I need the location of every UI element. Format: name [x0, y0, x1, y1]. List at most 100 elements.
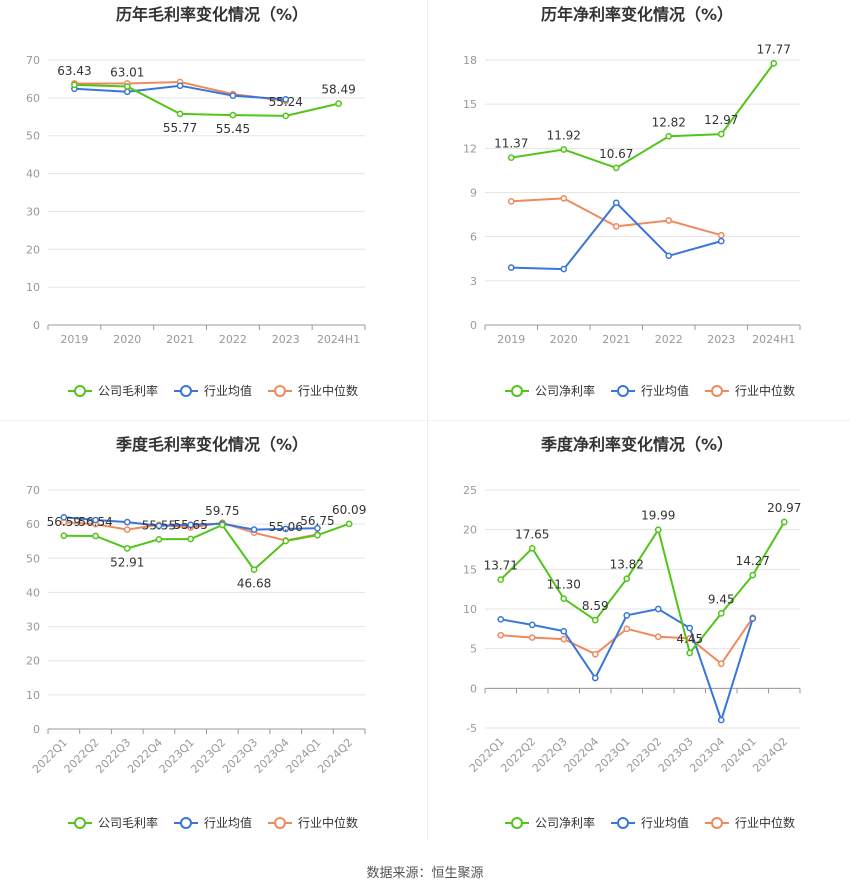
- y-tick-label: 70: [26, 54, 40, 67]
- chart-panel-quarterly-gross-margin: 季度毛利率变化情况（%） 0 10 20 30 40 50 60 70 2022Q1 2022Q2 2…: [0, 430, 425, 860]
- series-line-1: [511, 201, 722, 271]
- y-tick-label: 0: [33, 319, 40, 332]
- data-label: 12.82: [652, 115, 686, 129]
- chart-title: 历年毛利率变化情况（%）: [116, 5, 308, 24]
- data-label: 56.59: [47, 515, 81, 529]
- y-tick-label: 20: [26, 655, 40, 668]
- data-label: 46.68: [237, 577, 271, 591]
- data-point: [528, 621, 536, 629]
- data-point: [176, 82, 184, 90]
- data-point: [560, 146, 568, 153]
- y-tick-label: 25: [463, 484, 477, 497]
- data-point: [155, 535, 163, 543]
- legend-marker: [617, 385, 629, 397]
- data-point: [560, 627, 568, 635]
- data-label: 8.59: [582, 599, 609, 613]
- legend-item: 行业中位数: [705, 815, 795, 830]
- data-point: [560, 595, 568, 603]
- y-tick-label: 10: [463, 603, 477, 616]
- legend-label: 行业均值: [204, 815, 252, 830]
- y-tick-label: 15: [463, 98, 477, 111]
- data-point: [612, 199, 620, 207]
- data-point: [665, 217, 673, 224]
- chart-title: 历年净利率变化情况（%）: [541, 5, 733, 24]
- data-point: [176, 110, 184, 118]
- data-point: [507, 197, 515, 205]
- data-point: [717, 660, 725, 668]
- data-point: [187, 535, 194, 543]
- legend-marker: [180, 385, 192, 397]
- data-point: [282, 537, 290, 545]
- data-label: 11.92: [547, 129, 581, 143]
- data-label: 55.06: [269, 520, 303, 534]
- data-point: [623, 575, 631, 583]
- legend-item: 行业均值: [611, 815, 689, 830]
- data-label: 52.91: [110, 555, 144, 569]
- data-point: [717, 231, 725, 239]
- data-point: [623, 625, 631, 633]
- chart-quarterly-gross-margin: 季度毛利率变化情况（%）0102030405060702022Q12022Q22…: [26, 435, 366, 830]
- legend-marker: [511, 817, 523, 829]
- data-point: [123, 518, 131, 526]
- data-point: [654, 605, 662, 613]
- data-label: 58.49: [321, 83, 355, 97]
- chart-panel-quarterly-net-margin: 季度净利率变化情况（%） -5 0 5 10 15 20 25 2022Q1 2022Q2 2022…: [425, 430, 850, 860]
- horizontal-divider: [0, 420, 850, 421]
- data-label: 55.45: [216, 122, 250, 136]
- legend-label: 行业中位数: [735, 383, 795, 398]
- data-label: 9.45: [708, 592, 735, 606]
- data-point: [612, 223, 620, 230]
- legend-marker: [511, 385, 523, 397]
- series-line-0: [511, 62, 775, 169]
- y-tick-label: 50: [26, 130, 40, 143]
- data-label: 55.77: [163, 121, 197, 135]
- series-line-0: [63, 522, 350, 572]
- data-point: [92, 532, 99, 540]
- y-tick-label: 20: [463, 524, 477, 537]
- legend-label: 行业中位数: [735, 815, 795, 830]
- data-point: [591, 674, 599, 682]
- data-point: [686, 624, 694, 632]
- data-label: 63.01: [110, 65, 144, 79]
- legend-marker: [711, 817, 723, 829]
- chart-panel-annual-net-margin: 历年净利率变化情况（%） 0 3 6 9 12 15 18 2019 2020 2021 2022 20…: [425, 0, 850, 430]
- data-point: [123, 545, 131, 552]
- legend-item: 行业均值: [174, 815, 252, 830]
- data-label: 55.24: [269, 95, 303, 109]
- legend-marker: [180, 817, 192, 829]
- data-label: 13.82: [610, 558, 644, 572]
- x-tick-label: 2021: [602, 333, 630, 346]
- legend-marker: [74, 385, 86, 397]
- data-label: 63.43: [57, 64, 91, 78]
- data-label: 13.71: [484, 559, 518, 573]
- legend-item: 公司毛利率: [68, 815, 158, 830]
- data-point: [123, 526, 131, 533]
- data-label: 12.97: [704, 113, 738, 127]
- data-label: 14.27: [736, 554, 770, 568]
- data-label: 11.30: [547, 578, 581, 592]
- legend-marker: [274, 817, 286, 829]
- data-label: 11.37: [494, 137, 528, 151]
- data-point: [560, 265, 568, 273]
- y-tick-label: 3: [470, 275, 477, 288]
- legend-label: 行业均值: [641, 383, 689, 398]
- data-point: [497, 631, 505, 639]
- data-point: [314, 531, 321, 539]
- data-point: [71, 81, 78, 89]
- y-tick-label: 10: [26, 281, 40, 294]
- x-tick-label: 2024Q2: [315, 736, 355, 776]
- legend-item: 公司毛利率: [68, 383, 158, 398]
- legend-item: 公司净利率: [505, 383, 595, 398]
- data-label: 56.54: [78, 515, 112, 529]
- legend-label: 公司净利率: [535, 383, 595, 398]
- data-point: [250, 526, 258, 533]
- data-label: 59.75: [205, 504, 239, 518]
- data-point: [686, 649, 694, 657]
- data-point: [780, 518, 788, 526]
- y-tick-label: 12: [463, 142, 477, 155]
- data-label: 4.45: [676, 632, 703, 646]
- x-tick-label: 2024H1: [317, 333, 360, 346]
- data-point: [528, 634, 536, 641]
- legend-marker: [711, 385, 723, 397]
- data-label: 60.09: [332, 503, 366, 517]
